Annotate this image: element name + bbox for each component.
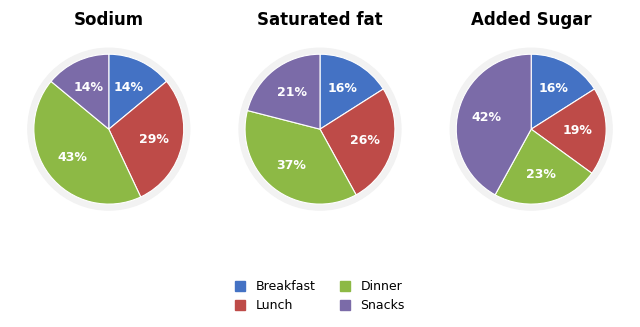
Wedge shape — [456, 54, 531, 195]
Legend: Breakfast, Lunch, Dinner, Snacks: Breakfast, Lunch, Dinner, Snacks — [230, 275, 410, 318]
Text: 23%: 23% — [526, 168, 556, 181]
Text: 43%: 43% — [57, 151, 87, 164]
Circle shape — [28, 48, 189, 210]
Text: 16%: 16% — [539, 82, 568, 95]
Title: Added Sugar: Added Sugar — [471, 11, 591, 29]
Wedge shape — [245, 111, 356, 204]
Wedge shape — [320, 54, 383, 129]
Wedge shape — [51, 54, 109, 129]
Text: 26%: 26% — [350, 134, 380, 147]
Wedge shape — [531, 89, 606, 173]
Wedge shape — [531, 54, 595, 129]
Text: 19%: 19% — [563, 124, 593, 137]
Text: 14%: 14% — [113, 81, 143, 94]
Wedge shape — [320, 89, 395, 195]
Wedge shape — [109, 81, 184, 197]
Text: 29%: 29% — [140, 133, 169, 146]
Wedge shape — [248, 54, 320, 129]
Text: 21%: 21% — [276, 86, 307, 99]
Text: 37%: 37% — [276, 159, 307, 172]
Circle shape — [239, 48, 401, 210]
Wedge shape — [34, 81, 141, 204]
Title: Saturated fat: Saturated fat — [257, 11, 383, 29]
Text: 14%: 14% — [74, 81, 104, 94]
Wedge shape — [495, 129, 592, 204]
Text: 16%: 16% — [328, 82, 357, 95]
Circle shape — [451, 48, 612, 210]
Wedge shape — [109, 54, 166, 129]
Title: Sodium: Sodium — [74, 11, 144, 29]
Text: 42%: 42% — [471, 111, 501, 124]
